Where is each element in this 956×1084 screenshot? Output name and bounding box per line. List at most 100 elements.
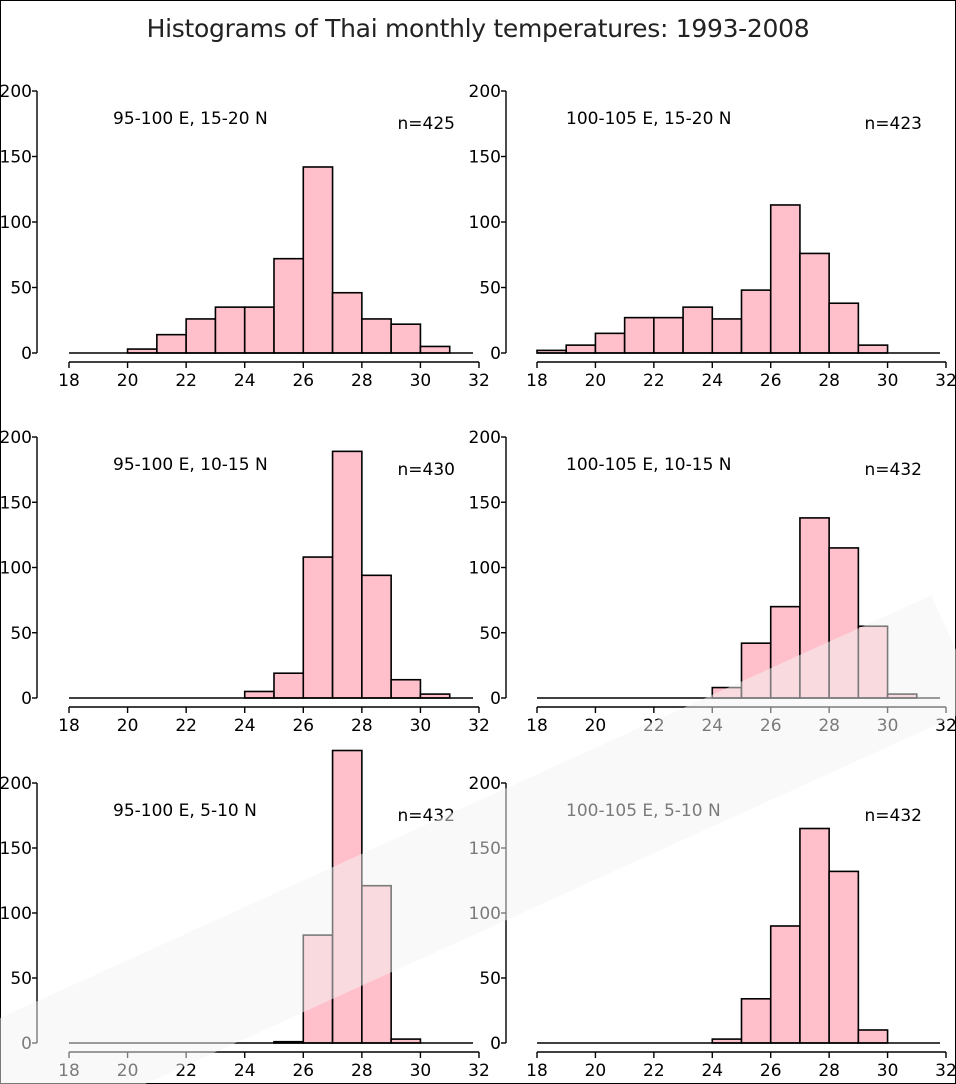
panel-region-label: 100-105 E, 15-20 N bbox=[566, 109, 732, 129]
y-tick-label: 0 bbox=[21, 689, 32, 709]
x-tick-label: 24 bbox=[234, 371, 256, 391]
y-tick-label: 200 bbox=[469, 82, 501, 102]
y-tick-label: 200 bbox=[469, 774, 501, 794]
y-tick-label: 100 bbox=[0, 904, 32, 924]
y-tick-label: 150 bbox=[469, 839, 501, 859]
x-tick-label: 32 bbox=[468, 371, 490, 391]
histogram-bar bbox=[243, 690, 275, 699]
y-tick-label: 0 bbox=[21, 344, 32, 364]
histogram-bar bbox=[361, 318, 392, 354]
histogram-panel-4: 0 50 100 150 200 18 20 22 24 26 28 30 32 100-105 E, 1… bbox=[469, 428, 956, 736]
histogram-bar bbox=[799, 517, 830, 699]
histogram-bar bbox=[419, 345, 451, 354]
y-tick-label: 50 bbox=[479, 624, 501, 644]
x-tick-label: 30 bbox=[410, 1061, 432, 1081]
y-tick-label: 100 bbox=[469, 904, 501, 924]
histogram-bar bbox=[361, 574, 392, 699]
y-tick-label: 0 bbox=[490, 689, 501, 709]
x-tick-label: 24 bbox=[701, 1061, 723, 1081]
histogram-bar bbox=[331, 749, 363, 1044]
panel-sample-size: n=432 bbox=[398, 806, 455, 826]
y-tick-label: 200 bbox=[0, 428, 32, 448]
figure-title: Histograms of Thai monthly temperatures:… bbox=[146, 14, 810, 43]
panel-region-label: 95-100 E, 5-10 N bbox=[113, 801, 257, 821]
histogram-bar bbox=[565, 344, 597, 354]
y-tick-label: 100 bbox=[0, 213, 32, 233]
histogram-bar bbox=[769, 925, 801, 1044]
panel-sample-size: n=430 bbox=[398, 460, 455, 480]
y-tick-label: 0 bbox=[490, 1034, 501, 1054]
histogram-bar bbox=[243, 306, 275, 354]
y-tick-label: 150 bbox=[469, 148, 501, 168]
histogram-bar bbox=[740, 642, 772, 699]
histogram-bar bbox=[828, 547, 860, 699]
x-tick-label: 28 bbox=[351, 716, 373, 736]
x-tick-label: 30 bbox=[877, 371, 899, 391]
y-tick-label: 200 bbox=[469, 428, 501, 448]
y-tick-label: 50 bbox=[479, 969, 501, 989]
x-tick-label: 22 bbox=[175, 1061, 197, 1081]
histogram-bar bbox=[156, 333, 187, 354]
x-tick-label: 26 bbox=[292, 1061, 314, 1081]
histogram-bar bbox=[273, 257, 305, 354]
y-tick-label: 200 bbox=[0, 774, 32, 794]
histogram-bar bbox=[594, 332, 626, 354]
x-tick-label: 30 bbox=[877, 716, 899, 736]
y-tick-label: 150 bbox=[469, 493, 501, 513]
histogram-panel-3: 0 50 100 150 200 18 20 22 24 26 28 30 32 95-100 E, 10… bbox=[0, 428, 490, 736]
histogram-bar bbox=[331, 450, 363, 699]
x-tick-label: 28 bbox=[351, 371, 373, 391]
histogram-bar bbox=[711, 686, 743, 699]
histogram-bar bbox=[857, 344, 889, 354]
x-tick-label: 26 bbox=[292, 371, 314, 391]
panel-region-label: 100-105 E, 10-15 N bbox=[566, 455, 732, 475]
histogram-bar bbox=[740, 289, 772, 354]
y-tick-label: 100 bbox=[469, 213, 501, 233]
x-tick-label: 28 bbox=[818, 371, 840, 391]
x-tick-label: 18 bbox=[526, 1061, 548, 1081]
x-tick-label: 30 bbox=[877, 1061, 899, 1081]
x-tick-label: 20 bbox=[117, 716, 139, 736]
y-tick-label: 200 bbox=[0, 82, 32, 102]
x-tick-label: 26 bbox=[292, 716, 314, 736]
histogram-panel-2: 0 50 100 150 200 18 20 22 24 26 28 30 32 100-105 E, 1… bbox=[469, 82, 956, 391]
x-tick-label: 24 bbox=[234, 716, 256, 736]
x-tick-label: 22 bbox=[643, 1061, 665, 1081]
y-tick-label: 50 bbox=[10, 969, 32, 989]
y-tick-label: 0 bbox=[21, 1034, 32, 1054]
histogram-bar bbox=[361, 884, 392, 1044]
histogram-bar bbox=[623, 316, 655, 354]
panel-sample-size: n=432 bbox=[865, 460, 922, 480]
y-tick-label: 150 bbox=[0, 148, 32, 168]
y-tick-label: 50 bbox=[479, 279, 501, 299]
histogram-bar bbox=[390, 323, 422, 354]
histogram-bar bbox=[653, 316, 684, 354]
histogram-bar bbox=[302, 934, 334, 1044]
histogram-bar bbox=[799, 827, 830, 1044]
panel-sample-size: n=425 bbox=[398, 114, 455, 134]
x-tick-label: 28 bbox=[818, 716, 840, 736]
histogram-bar bbox=[828, 302, 860, 354]
x-tick-label: 32 bbox=[935, 371, 956, 391]
x-tick-label: 32 bbox=[468, 716, 490, 736]
histogram-bar bbox=[273, 672, 305, 699]
histogram-panel-5: 0 50 100 150 200 18 20 22 24 26 28 30 32 95-100 E, 5-… bbox=[0, 749, 490, 1081]
histogram-bar bbox=[769, 204, 801, 354]
x-tick-label: 32 bbox=[935, 1061, 956, 1081]
x-tick-label: 30 bbox=[410, 716, 432, 736]
x-tick-label: 22 bbox=[175, 371, 197, 391]
y-tick-label: 100 bbox=[0, 559, 32, 579]
x-tick-label: 18 bbox=[58, 716, 80, 736]
x-tick-label: 22 bbox=[175, 716, 197, 736]
x-tick-label: 26 bbox=[760, 371, 782, 391]
histogram-bar bbox=[185, 318, 217, 354]
y-tick-label: 150 bbox=[0, 493, 32, 513]
y-tick-label: 50 bbox=[10, 279, 32, 299]
y-tick-label: 0 bbox=[490, 344, 501, 364]
x-tick-label: 18 bbox=[58, 371, 80, 391]
x-tick-label: 26 bbox=[760, 1061, 782, 1081]
y-tick-label: 150 bbox=[0, 839, 32, 859]
x-tick-label: 22 bbox=[643, 716, 665, 736]
panel-region-label: 100-105 E, 5-10 N bbox=[566, 801, 721, 821]
